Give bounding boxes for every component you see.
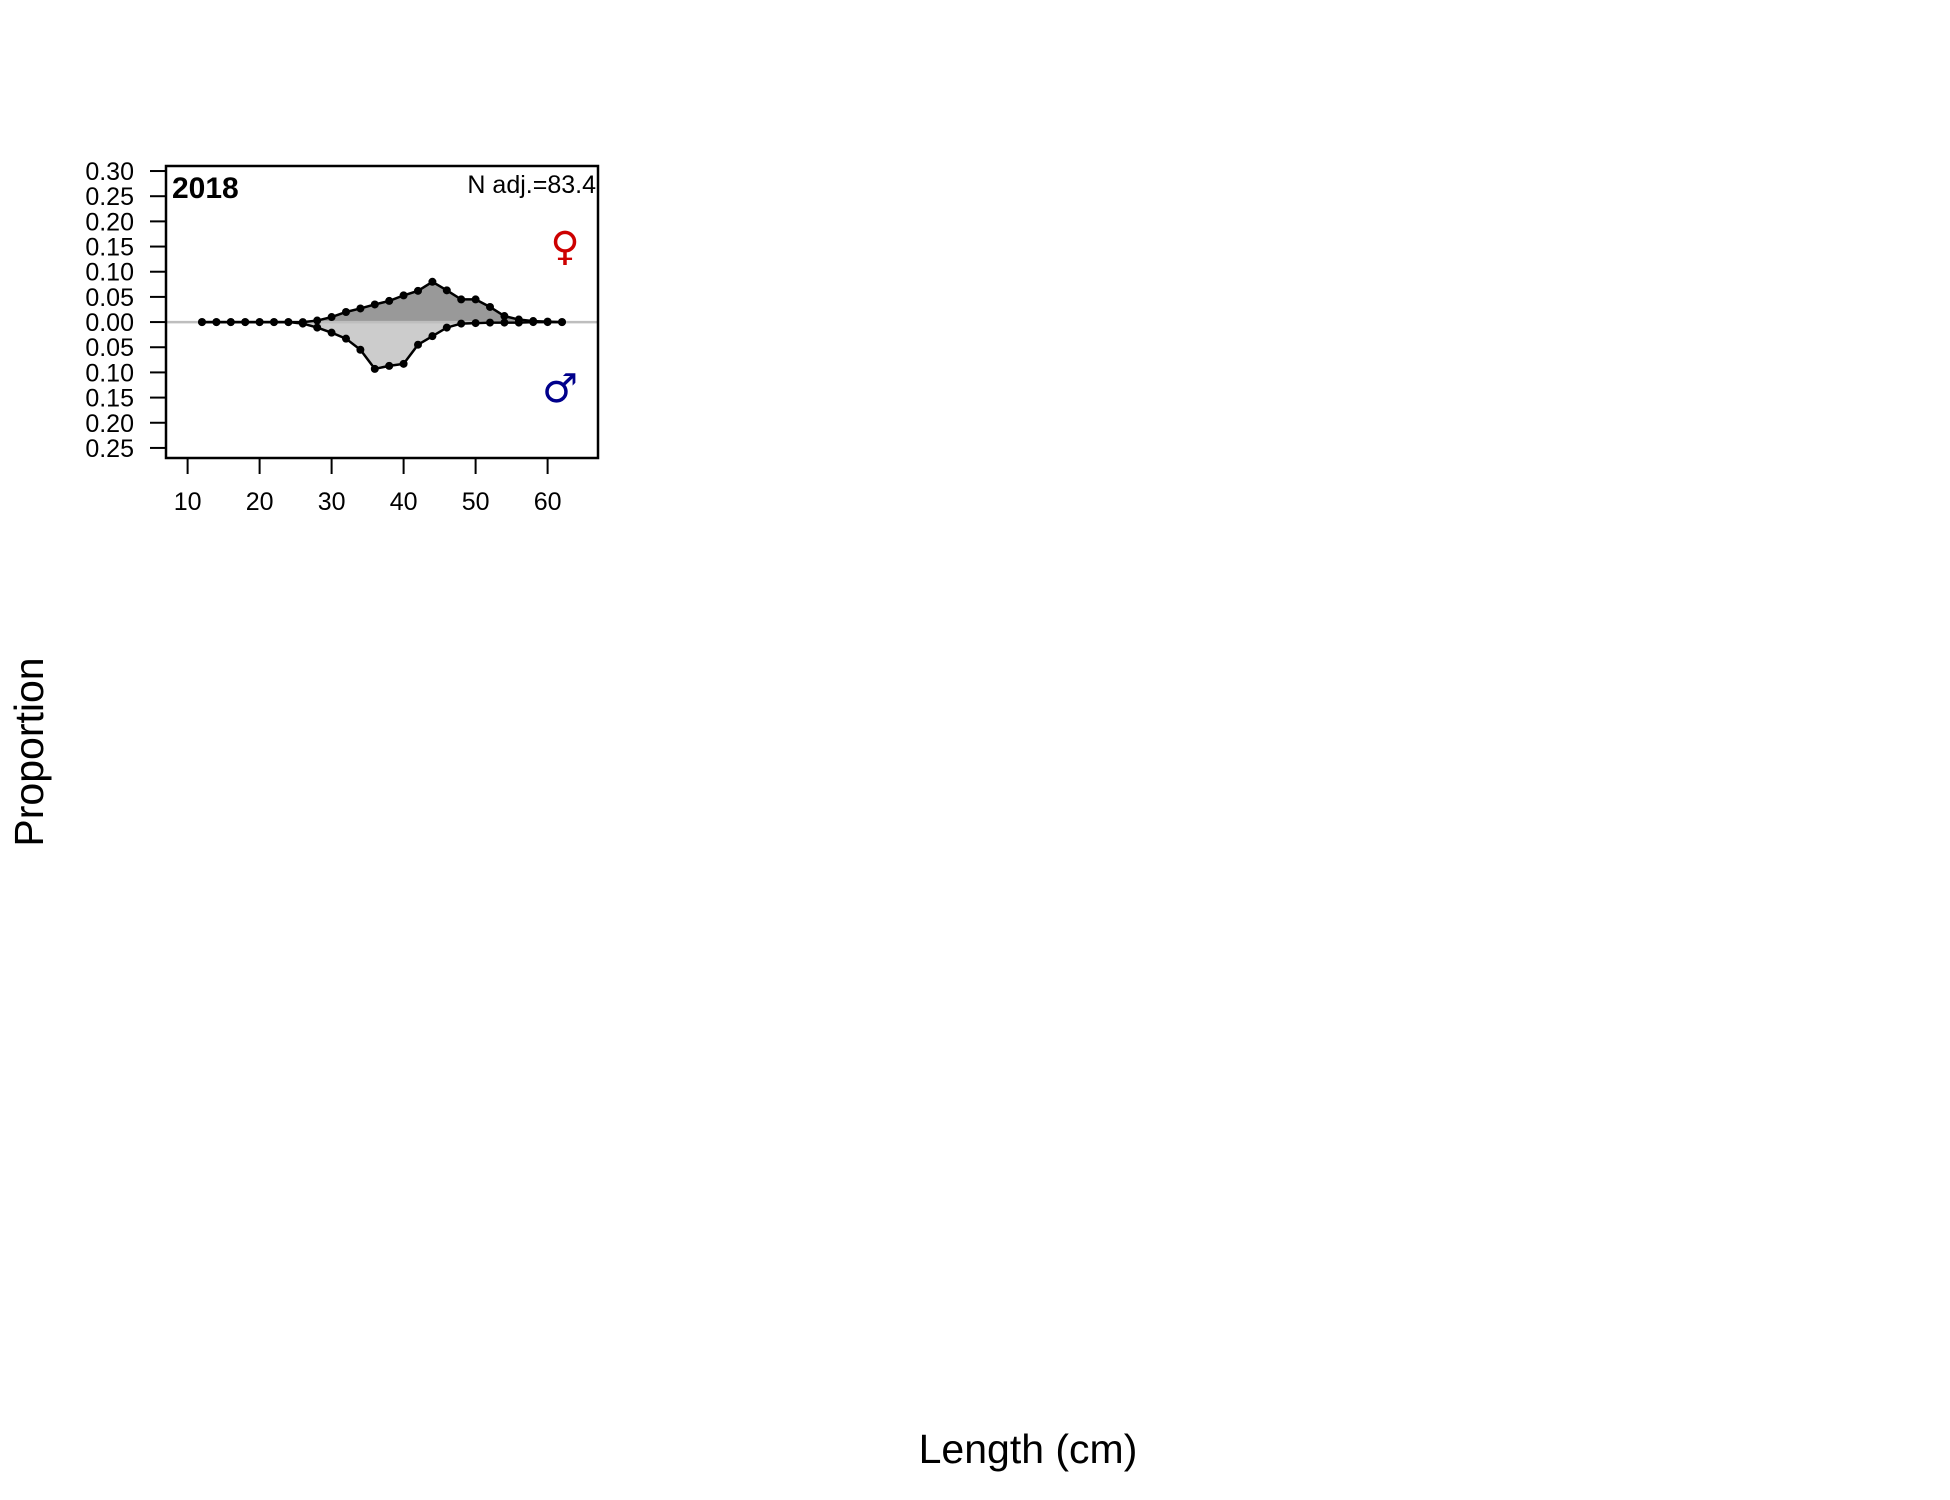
female-point: [356, 304, 365, 313]
female-point: [500, 312, 509, 321]
female-point: [342, 308, 350, 316]
female-point: [486, 302, 494, 311]
female-point: [457, 295, 466, 304]
x-tick-label: 10: [174, 488, 202, 516]
male-point: [356, 345, 365, 354]
female-area: [202, 281, 562, 323]
male-point: [198, 318, 206, 327]
female-point: [399, 291, 408, 300]
y-tick-label: 0.20: [85, 208, 134, 236]
y-tick-label: 0.05: [85, 284, 134, 312]
male-point: [385, 361, 394, 370]
male-point: [313, 323, 322, 332]
male-point: [212, 318, 221, 327]
male-point: [342, 334, 350, 343]
x-tick-label: 60: [534, 488, 562, 516]
y-tick-label: 0.30: [85, 158, 134, 186]
x-axis: 10 20 30 40 50 60: [174, 457, 562, 516]
y-tick-label: 0.15: [85, 234, 134, 262]
male-point: [327, 328, 336, 337]
female-point: [471, 295, 480, 304]
male-point: [442, 323, 451, 332]
y-tick-label: 0.25: [85, 183, 134, 211]
male-symbol-icon: ♂: [542, 366, 578, 412]
x-tick-label: 40: [390, 488, 418, 516]
y-axis: 0.250.200.150.100.050.000.050.100.150.20…: [85, 158, 166, 463]
female-point: [442, 286, 451, 295]
male-point: [500, 318, 509, 327]
y-tick-label: 0.10: [85, 259, 134, 287]
male-point: [543, 318, 552, 327]
x-axis-title: Length (cm): [919, 1426, 1138, 1472]
male-point: [471, 319, 480, 328]
female-point: [385, 296, 394, 305]
y-tick-label: 0.20: [85, 410, 134, 438]
male-point: [529, 318, 538, 327]
female-point: [327, 313, 336, 322]
male-point: [270, 318, 278, 327]
male-point: [370, 364, 379, 373]
y-tick-label: 0.00: [85, 309, 134, 337]
female-point: [313, 316, 322, 325]
male-point: [255, 318, 264, 327]
chart-marks: [166, 277, 598, 373]
male-point: [284, 318, 293, 327]
y-tick-label: 0.10: [85, 359, 134, 387]
female-point: [414, 286, 422, 295]
female-point: [370, 300, 379, 309]
n-adj-label: N adj.=83.4: [467, 171, 596, 199]
male-point: [298, 319, 307, 328]
male-point: [514, 318, 523, 327]
y-axis-title: Proportion: [6, 657, 52, 846]
female-symbol-icon: ♀: [550, 224, 579, 270]
y-tick-label: 0.25: [85, 435, 134, 463]
male-point: [241, 318, 250, 327]
x-tick-label: 20: [246, 488, 274, 516]
male-point: [558, 318, 566, 327]
male-point: [428, 332, 437, 341]
male-point: [457, 319, 466, 328]
y-tick-label: 0.15: [85, 385, 134, 413]
x-tick-label: 30: [318, 488, 346, 516]
panel-year-label: 2018: [172, 172, 239, 205]
y-tick-label: 0.05: [85, 334, 134, 362]
male-area: [202, 322, 562, 369]
male-point: [399, 359, 408, 368]
male-point: [226, 318, 235, 327]
x-tick-label: 50: [462, 488, 490, 516]
female-point: [428, 277, 437, 286]
male-point: [414, 340, 422, 349]
male-point: [486, 318, 494, 327]
